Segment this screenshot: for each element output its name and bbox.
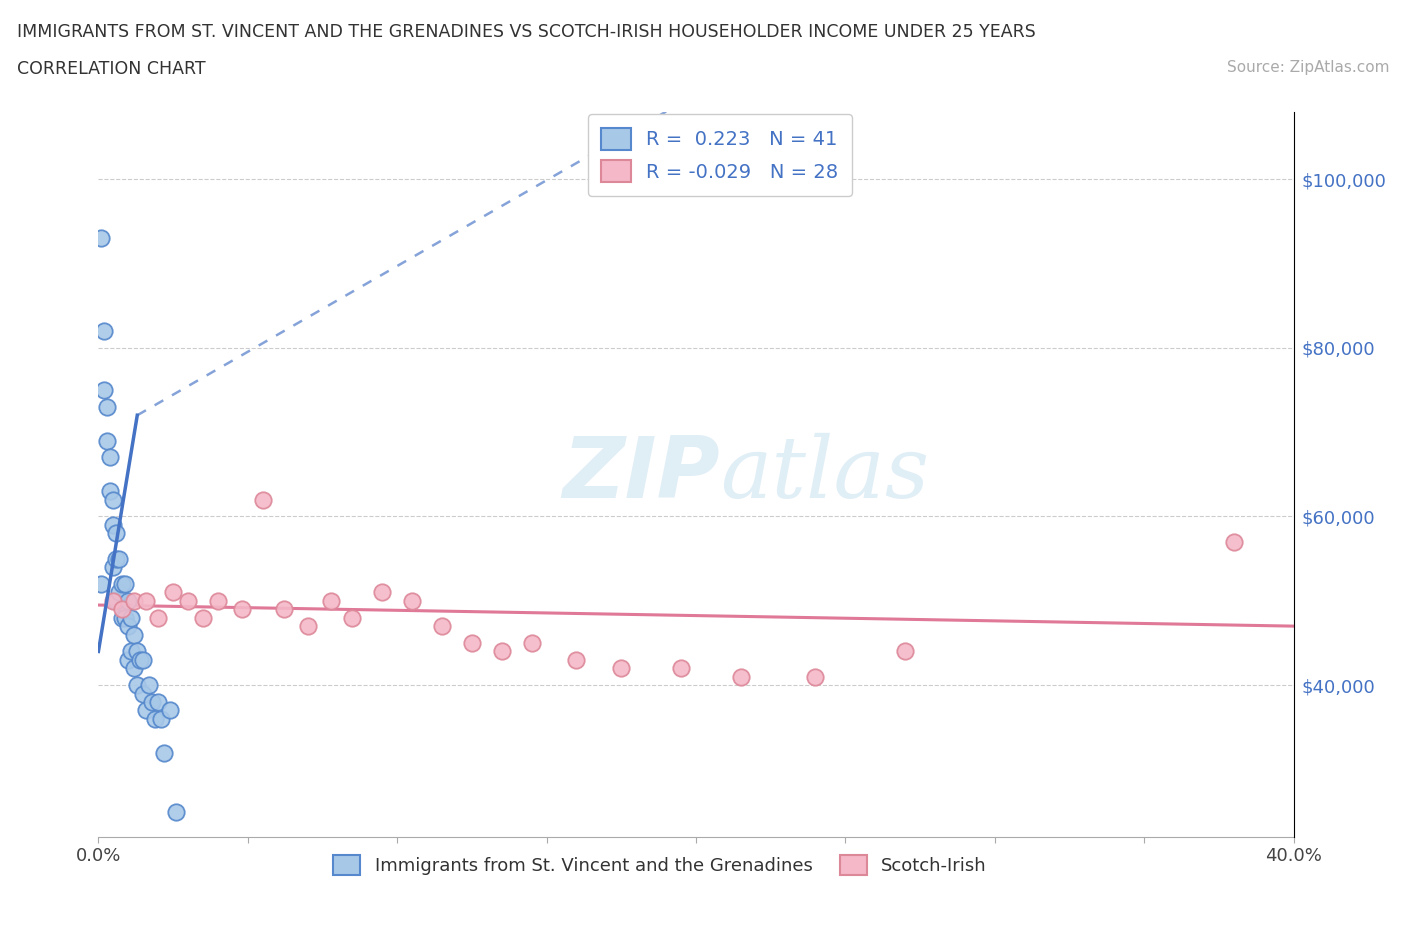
Point	[90, 577, 112, 591]
Point	[127, 644, 149, 658]
Point	[207, 593, 229, 608]
Point	[231, 602, 253, 617]
Point	[117, 653, 139, 668]
Text: atlas: atlas	[720, 433, 929, 515]
Point	[108, 551, 131, 566]
Point	[153, 745, 176, 760]
Point	[127, 678, 149, 693]
Point	[135, 593, 157, 608]
Point	[138, 678, 160, 693]
Point	[141, 695, 163, 710]
Point	[105, 593, 128, 608]
Point	[103, 593, 125, 608]
Point	[93, 324, 115, 339]
Point	[108, 585, 131, 600]
Point	[117, 593, 139, 608]
Point	[371, 585, 394, 600]
Point	[111, 577, 134, 591]
Point	[103, 517, 125, 532]
Point	[98, 450, 122, 465]
Point	[120, 644, 142, 658]
Legend: Immigrants from St. Vincent and the Grenadines, Scotch-Irish: Immigrants from St. Vincent and the Gren…	[326, 848, 994, 883]
Point	[143, 711, 166, 726]
Point	[103, 492, 125, 507]
Point	[103, 560, 125, 575]
Point	[273, 602, 295, 617]
Point	[297, 618, 319, 633]
Point	[96, 399, 118, 414]
Point	[150, 711, 173, 726]
Point	[342, 610, 364, 625]
Point	[401, 593, 423, 608]
Point	[111, 610, 134, 625]
Point	[804, 670, 827, 684]
Point	[148, 695, 170, 710]
Point	[93, 382, 115, 397]
Point	[491, 644, 513, 658]
Point	[135, 703, 157, 718]
Point	[461, 635, 484, 650]
Point	[159, 703, 181, 718]
Point	[430, 618, 453, 633]
Point	[105, 551, 128, 566]
Point	[191, 610, 214, 625]
Text: IMMIGRANTS FROM ST. VINCENT AND THE GRENADINES VS SCOTCH-IRISH HOUSEHOLDER INCOM: IMMIGRANTS FROM ST. VINCENT AND THE GREN…	[17, 23, 1036, 41]
Point	[669, 661, 692, 676]
Point	[124, 661, 146, 676]
Point	[105, 525, 128, 540]
Point	[96, 433, 118, 448]
Point	[114, 577, 136, 591]
Point	[610, 661, 633, 676]
Point	[894, 644, 917, 658]
Point	[321, 593, 343, 608]
Point	[730, 670, 752, 684]
Point	[177, 593, 200, 608]
Point	[132, 653, 155, 668]
Point	[1223, 535, 1246, 550]
Point	[90, 231, 112, 246]
Point	[98, 484, 122, 498]
Point	[565, 653, 588, 668]
Point	[162, 585, 184, 600]
Point	[520, 635, 543, 650]
Text: CORRELATION CHART: CORRELATION CHART	[17, 60, 205, 78]
Text: Source: ZipAtlas.com: Source: ZipAtlas.com	[1226, 60, 1389, 75]
Point	[165, 804, 187, 819]
Point	[124, 627, 146, 642]
Text: ZIP: ZIP	[562, 432, 720, 516]
Point	[124, 593, 146, 608]
Point	[132, 686, 155, 701]
Point	[117, 618, 139, 633]
Point	[114, 610, 136, 625]
Point	[148, 610, 170, 625]
Point	[111, 602, 134, 617]
Point	[252, 492, 274, 507]
Point	[129, 653, 152, 668]
Point	[120, 610, 142, 625]
